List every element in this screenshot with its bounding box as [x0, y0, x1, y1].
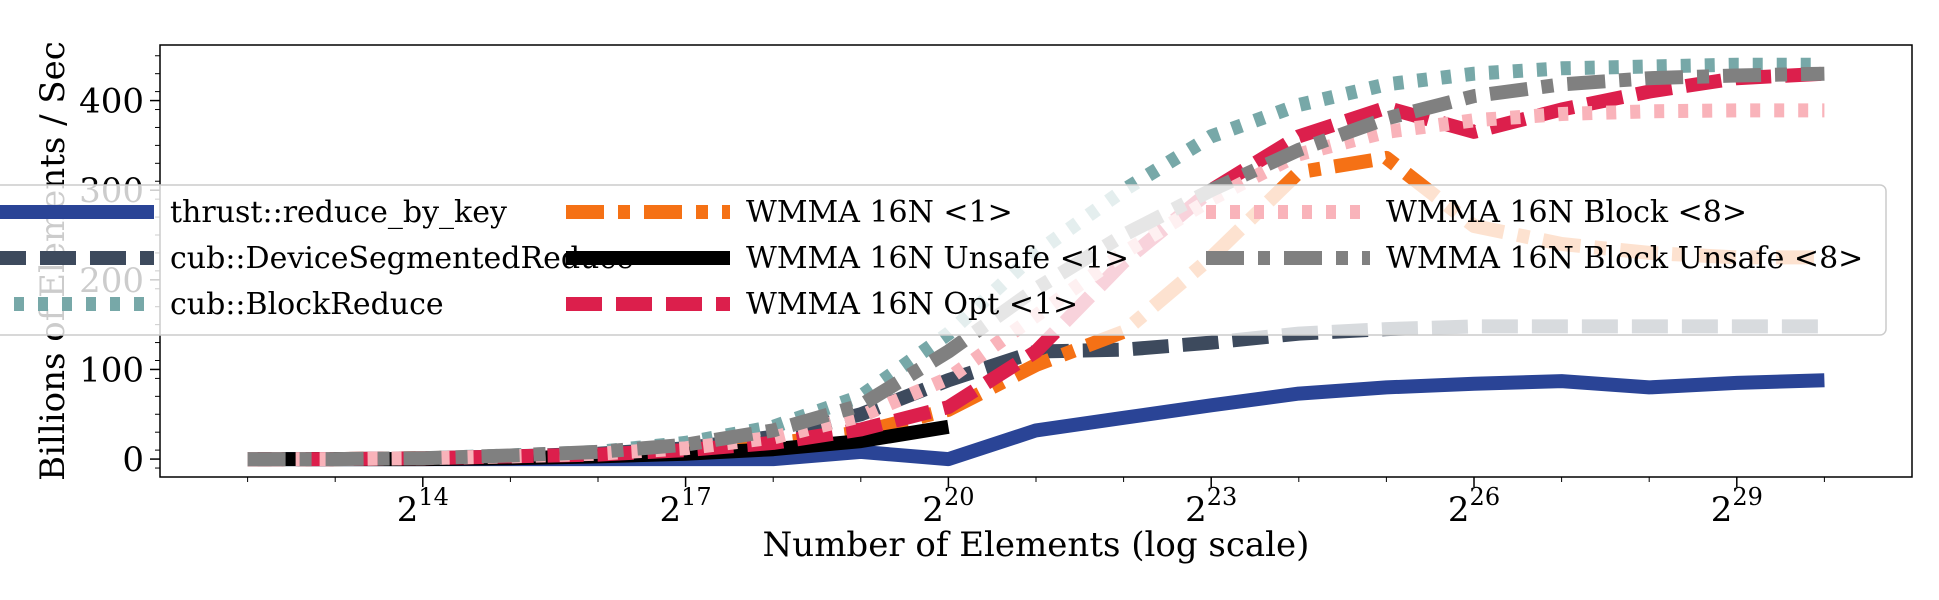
x-tick-exponent: 23 [1207, 483, 1238, 511]
legend-label-wmma-16n-unsafe-1: WMMA 16N Unsafe <1> [746, 241, 1129, 276]
x-tick-label: 220 [922, 483, 974, 530]
x-tick-exponent: 20 [944, 483, 975, 511]
y-tick-label: 0 [122, 440, 144, 480]
y-tick-label: 100 [79, 350, 144, 390]
x-tick-label: 217 [660, 483, 712, 530]
legend-label-thrust-reduce-by-key: thrust::reduce_by_key [170, 195, 507, 230]
x-tick-base: 2 [1448, 490, 1470, 530]
x-tick-base: 2 [397, 490, 419, 530]
legend-label-wmma-16n-block-8: WMMA 16N Block <8> [1386, 195, 1747, 230]
legend-label-wmma-16n-block-unsafe-8: WMMA 16N Block Unsafe <8> [1386, 241, 1863, 276]
x-tick-exponent: 26 [1470, 483, 1501, 511]
legend-box [0, 184, 1887, 336]
legend: thrust::reduce_by_keycub::DeviceSegmente… [0, 184, 1887, 336]
x-tick-label: 223 [1185, 483, 1237, 530]
series-line-wmma-16n-block-unsafe-8 [247, 66, 1825, 467]
legend-label-wmma-16n-1: WMMA 16N <1> [746, 195, 1013, 230]
x-tick-base: 2 [1185, 490, 1207, 530]
x-tick-label: 229 [1711, 483, 1763, 530]
legend-label-cub-devicesegmentedreduce: cub::DeviceSegmentedReduce [170, 241, 634, 276]
x-axis: 214 217 220 223 226 229 [247, 477, 1825, 530]
x-tick-exponent: 29 [1732, 483, 1763, 511]
x-tick-exponent: 14 [418, 483, 449, 511]
series-line-thrust-reduce-by-key [247, 373, 1825, 467]
x-tick-base: 2 [922, 490, 944, 530]
legend-label-wmma-16n-opt-1: WMMA 16N Opt <1> [746, 287, 1078, 322]
x-tick-label: 226 [1448, 483, 1500, 530]
x-tick-base: 2 [1711, 490, 1733, 530]
x-tick-base: 2 [660, 490, 682, 530]
y-tick-label: 400 [79, 82, 144, 122]
x-tick-exponent: 17 [681, 483, 712, 511]
x-tick-label: 214 [397, 483, 449, 530]
x-axis-label: Number of Elements (log scale) [763, 525, 1310, 565]
legend-label-cub-blockreduce: cub::BlockReduce [170, 287, 444, 322]
